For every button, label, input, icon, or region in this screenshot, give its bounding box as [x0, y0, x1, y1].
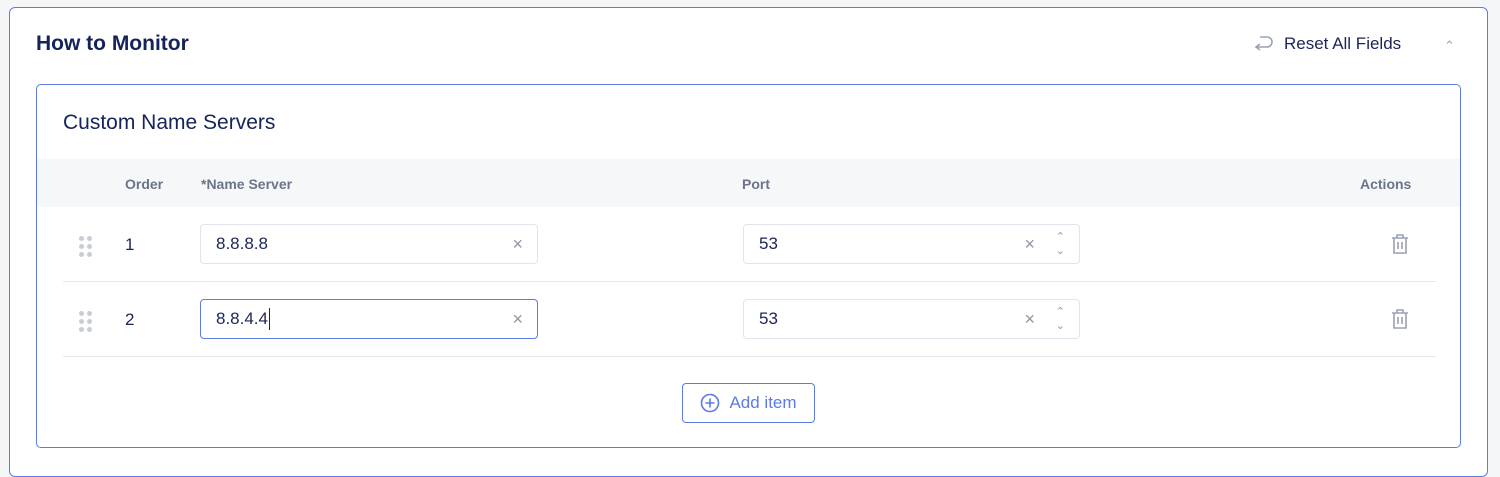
- clear-icon[interactable]: ×: [512, 308, 523, 329]
- how-to-monitor-panel: How to Monitor Reset All Fields ⌃ Custom…: [9, 7, 1488, 477]
- drag-handle-icon[interactable]: [79, 236, 92, 257]
- header-port: Port: [742, 176, 770, 192]
- chevron-down-icon: ⌄: [1055, 245, 1065, 257]
- chevron-up-icon: ⌃: [1055, 306, 1065, 318]
- text-cursor: [269, 308, 270, 330]
- section-title: How to Monitor: [36, 32, 189, 55]
- chevron-up-icon[interactable]: ⌃: [1444, 38, 1455, 53]
- header-actions: Actions: [1360, 176, 1412, 192]
- clear-icon[interactable]: ×: [1024, 233, 1035, 254]
- add-item-button[interactable]: Add item: [682, 383, 815, 423]
- row-order: 1: [125, 235, 135, 254]
- table-row: 1 8.8.8.8 × 53 × ⌃ ⌄: [63, 207, 1436, 282]
- table-row: 2 8.8.4.4 × 53 × ⌃ ⌄: [63, 282, 1436, 357]
- plus-circle-icon: [701, 393, 720, 413]
- reset-label: Reset All Fields: [1284, 34, 1402, 53]
- port-stepper[interactable]: ⌃ ⌄: [1056, 305, 1065, 333]
- undo-icon: [1254, 36, 1273, 51]
- clear-icon[interactable]: ×: [512, 233, 523, 254]
- chevron-up-icon: ⌃: [1055, 231, 1065, 243]
- delete-icon[interactable]: [1390, 308, 1410, 330]
- delete-icon[interactable]: [1390, 233, 1410, 255]
- subsection-title: Custom Name Servers: [63, 111, 276, 134]
- chevron-down-icon: ⌄: [1055, 320, 1065, 332]
- header-order: Order: [125, 176, 164, 192]
- port-input[interactable]: 53 × ⌃ ⌄: [743, 299, 1080, 339]
- custom-name-servers-box: Custom Name Servers Order *Name Server P…: [36, 84, 1461, 448]
- name-server-input[interactable]: 8.8.4.4 ×: [200, 299, 538, 339]
- clear-icon[interactable]: ×: [1024, 308, 1035, 329]
- drag-handle-icon[interactable]: [79, 311, 92, 332]
- table-header: Order *Name Server Port Actions: [37, 159, 1460, 207]
- header-name-server: *Name Server: [201, 176, 293, 192]
- reset-all-fields-button[interactable]: Reset All Fields: [1254, 34, 1401, 54]
- name-server-input[interactable]: 8.8.8.8 ×: [200, 224, 538, 264]
- row-order: 2: [125, 310, 135, 329]
- port-stepper[interactable]: ⌃ ⌄: [1056, 230, 1065, 258]
- port-input[interactable]: 53 × ⌃ ⌄: [743, 224, 1080, 264]
